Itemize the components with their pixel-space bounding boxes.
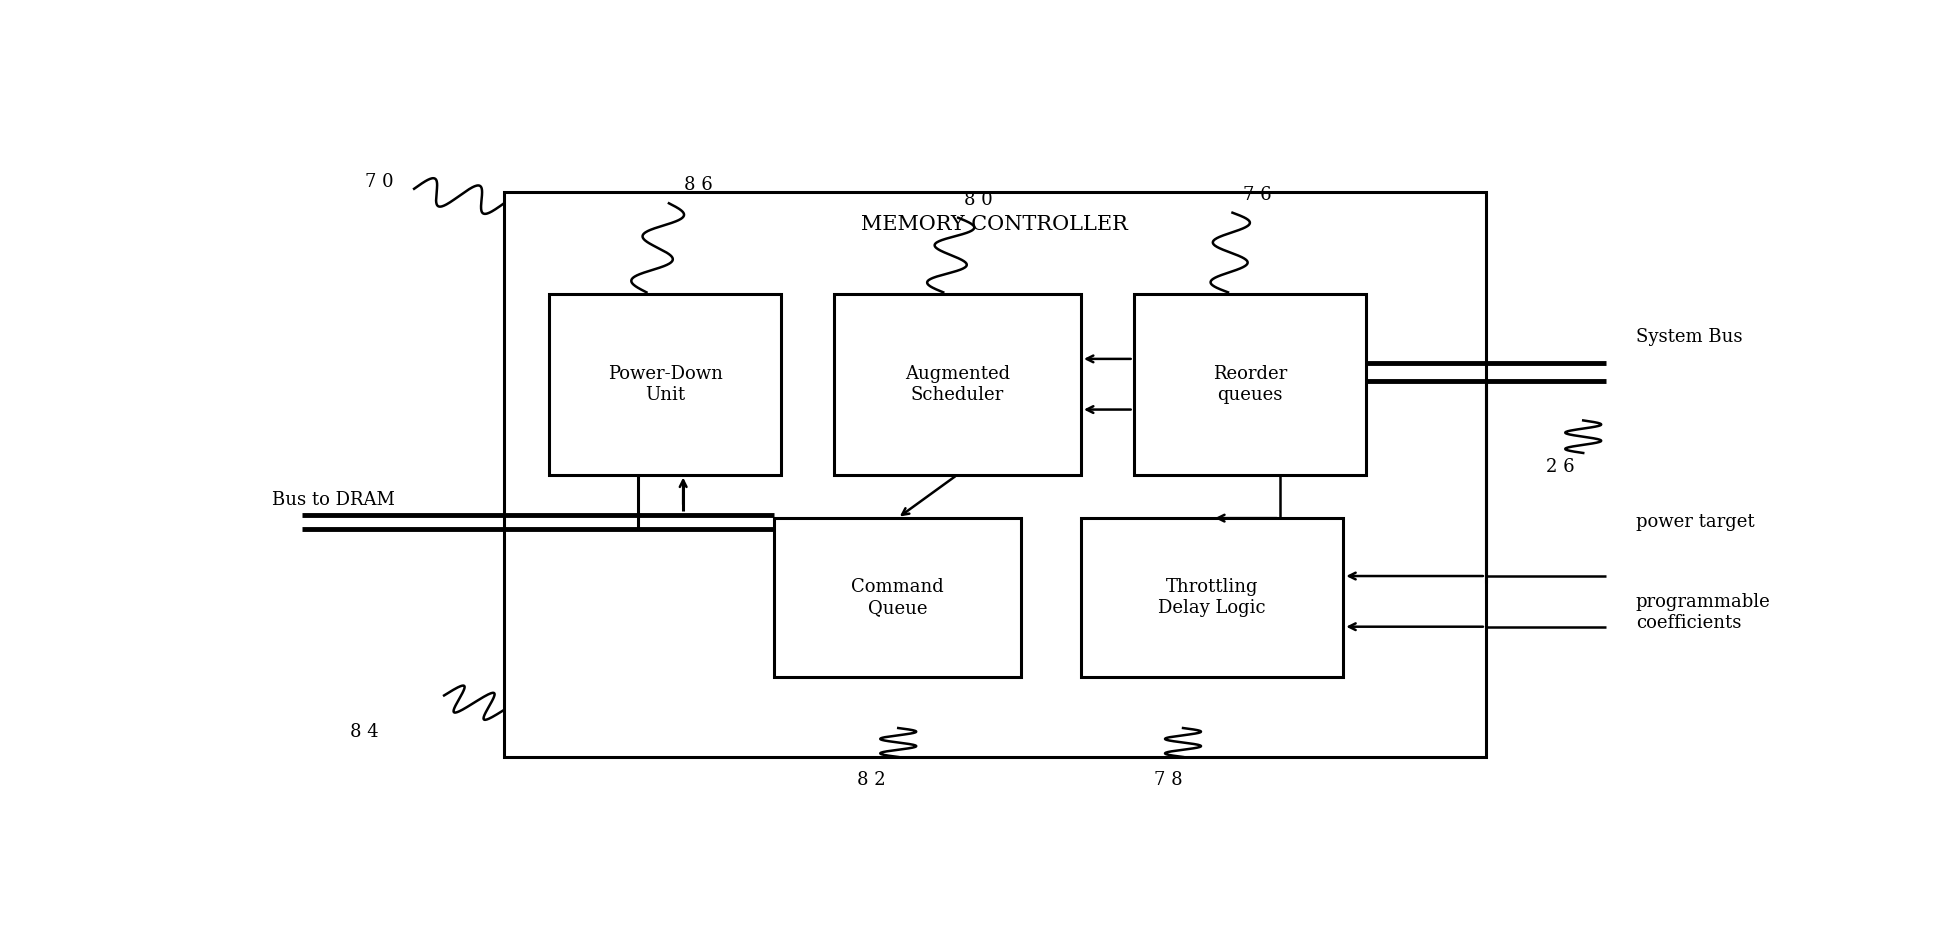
Text: 7 6: 7 6	[1244, 185, 1273, 204]
Text: power target: power target	[1636, 512, 1754, 531]
Text: 7 0: 7 0	[366, 173, 393, 191]
Text: 2 6: 2 6	[1547, 459, 1574, 477]
Text: programmable
coefficients: programmable coefficients	[1636, 593, 1770, 632]
Text: MEMORY CONTROLLER: MEMORY CONTROLLER	[861, 215, 1128, 234]
Bar	[774, 518, 1021, 678]
Text: Augmented
Scheduler: Augmented Scheduler	[905, 365, 1010, 403]
Text: Bus to DRAM: Bus to DRAM	[271, 491, 395, 509]
Text: 7 8: 7 8	[1155, 771, 1182, 790]
Bar	[834, 293, 1081, 475]
Text: System Bus: System Bus	[1636, 328, 1743, 346]
Text: 8 6: 8 6	[685, 176, 712, 195]
Text: Power-Down
Unit: Power-Down Unit	[607, 365, 723, 403]
Text: Throttling
Delay Logic: Throttling Delay Logic	[1158, 578, 1267, 618]
Bar	[1133, 293, 1365, 475]
Text: 8 0: 8 0	[965, 191, 992, 209]
Text: Reorder
queues: Reorder queues	[1213, 365, 1286, 403]
Bar	[1081, 518, 1344, 678]
Text: Command
Queue: Command Queue	[851, 578, 944, 618]
Bar	[549, 293, 781, 475]
Text: 8 4: 8 4	[350, 723, 379, 741]
Bar	[505, 193, 1485, 757]
Text: 8 2: 8 2	[857, 771, 886, 790]
